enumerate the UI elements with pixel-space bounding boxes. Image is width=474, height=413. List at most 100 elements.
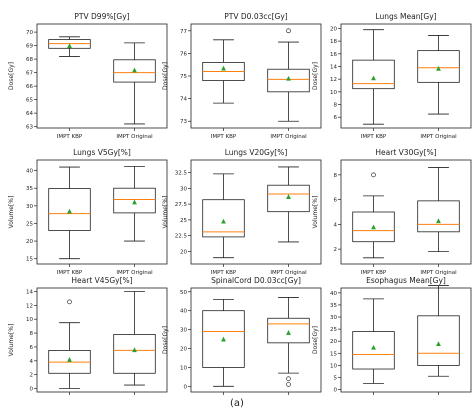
- plot-frame: [340, 23, 472, 129]
- y-tick-label: 74: [180, 97, 187, 103]
- x-tick-label: IMPT Original: [270, 270, 307, 276]
- y-axis-label: Volume[%]: [312, 196, 319, 229]
- y-tick-label: 6: [334, 115, 338, 121]
- y-tick-label: 18: [330, 39, 337, 45]
- mean-marker: [132, 347, 137, 353]
- y-axis-label: Volume[%]: [162, 196, 169, 229]
- y-axis-label: Dose[Gy]: [162, 326, 169, 354]
- mean-marker: [371, 344, 376, 350]
- y-tick-label: 25: [180, 218, 187, 224]
- y-tick-label: 77: [180, 29, 187, 35]
- outlier-point: [67, 299, 72, 305]
- y-tick-label: 2: [334, 247, 338, 253]
- y-tick-label: 0: [184, 384, 188, 390]
- box-kbp: [202, 298, 245, 387]
- x-tick-label: IMPT KBP: [211, 134, 237, 140]
- mean-marker: [436, 65, 441, 71]
- x-tick-label: IMPT KBP: [57, 134, 83, 140]
- box-kbp: [352, 298, 395, 384]
- y-tick-label: 63: [26, 125, 33, 131]
- iqr-box: [113, 334, 156, 374]
- mean-marker: [371, 75, 376, 81]
- y-tick-label: 30: [180, 186, 187, 192]
- plot-frame: [340, 159, 472, 265]
- y-tick-label: 6: [30, 345, 34, 351]
- mean-marker: [286, 194, 291, 199]
- y-tick-label: 64: [26, 111, 33, 117]
- iqr-box: [417, 315, 460, 366]
- y-tick-label: 15: [330, 351, 337, 357]
- iqr-box: [417, 200, 460, 233]
- box-kbp: [48, 299, 91, 389]
- y-tick-label: 20: [330, 339, 337, 345]
- box-original: [267, 28, 310, 122]
- x-tick-label: IMPT KBP: [57, 270, 83, 276]
- y-tick-label: 27.5: [175, 202, 188, 208]
- y-tick-label: 12: [26, 303, 33, 309]
- y-axis-label: Dose[Gy]: [312, 62, 319, 90]
- box-kbp: [202, 39, 245, 104]
- x-tick-label: IMPT KBP: [361, 270, 387, 276]
- y-tick-label: 8: [334, 173, 338, 179]
- x-tick-label: IMPT Original: [116, 134, 153, 140]
- chart-3: Lungs Mean[Gy] Dose[Gy] 6 8 10 12 14 16 18 20 IMPT…: [312, 12, 472, 140]
- y-tick-label: 8: [334, 103, 338, 109]
- y-axis-label: Volume[%]: [8, 324, 15, 357]
- y-tick-label: 8: [30, 331, 34, 337]
- y-tick-label: 32.5: [175, 171, 188, 177]
- box-kbp: [48, 166, 91, 260]
- box-original: [113, 42, 156, 125]
- outlier-point: [371, 172, 376, 178]
- y-tick-label: 65: [26, 98, 33, 104]
- mean-marker: [436, 341, 441, 347]
- y-tick-label: 30: [330, 315, 337, 321]
- box-original: [417, 167, 460, 253]
- mean-marker: [132, 199, 137, 205]
- y-tick-label: 35: [26, 186, 33, 192]
- y-tick-label: 2: [30, 373, 34, 379]
- plot-frame: [190, 287, 322, 393]
- plot-frame: [340, 287, 472, 393]
- box-kbp: [352, 29, 395, 125]
- y-tick-label: 20: [180, 249, 187, 255]
- y-tick-label: 20: [330, 26, 337, 32]
- x-tick-label: IMPT Original: [270, 134, 307, 140]
- outlier-point: [286, 28, 291, 34]
- mean-marker: [67, 357, 72, 362]
- iqr-box: [202, 199, 245, 238]
- mean-marker: [67, 43, 72, 49]
- x-tick-label: IMPT KBP: [361, 134, 387, 140]
- y-tick-label: 67: [26, 71, 33, 77]
- y-tick-label: 15: [26, 257, 33, 263]
- y-tick-label: 75: [180, 74, 187, 80]
- y-tick-label: 66: [26, 84, 33, 90]
- mean-marker: [221, 218, 226, 224]
- y-axis-label: Dose[Gy]: [312, 326, 319, 354]
- y-tick-label: 4: [334, 222, 338, 228]
- y-tick-label: 10: [330, 90, 337, 96]
- chart-9: Esophagus Mean[Gy] Dose[Gy] 0 5 10 15 20 25 30 35…: [312, 276, 472, 395]
- y-tick-label: 50: [180, 290, 187, 296]
- outlier-point: [286, 376, 291, 382]
- boxplot-grid: PTV D99%[Gy]Dose[Gy]6364656667686970IMPT…: [8, 12, 472, 395]
- mean-marker: [371, 224, 376, 230]
- y-tick-label: 20: [26, 239, 33, 245]
- y-tick-label: 6: [334, 198, 338, 204]
- plot-frame: [36, 23, 168, 129]
- box-original: [113, 165, 156, 242]
- y-tick-label: 0: [30, 387, 34, 393]
- chart-title: Heart V30Gy[%]: [375, 148, 436, 157]
- chart-title: Lungs V20Gy[%]: [225, 148, 288, 157]
- x-tick-label: IMPT Original: [116, 270, 153, 276]
- box-kbp: [352, 172, 395, 259]
- chart-title: Lungs Mean[Gy]: [375, 12, 436, 21]
- chart-8: SpinalCord D0.03cc[Gy] Dose[Gy] 0 10 20 30 40 5…: [162, 276, 322, 395]
- y-tick-label: 20: [180, 347, 187, 353]
- plot-frame: [36, 287, 168, 393]
- y-tick-label: 16: [330, 52, 337, 58]
- chart-title: Lungs V5Gy[%]: [73, 148, 131, 157]
- y-tick-label: 69: [26, 44, 33, 50]
- figure-caption: (a): [230, 398, 244, 409]
- box-original: [113, 291, 156, 386]
